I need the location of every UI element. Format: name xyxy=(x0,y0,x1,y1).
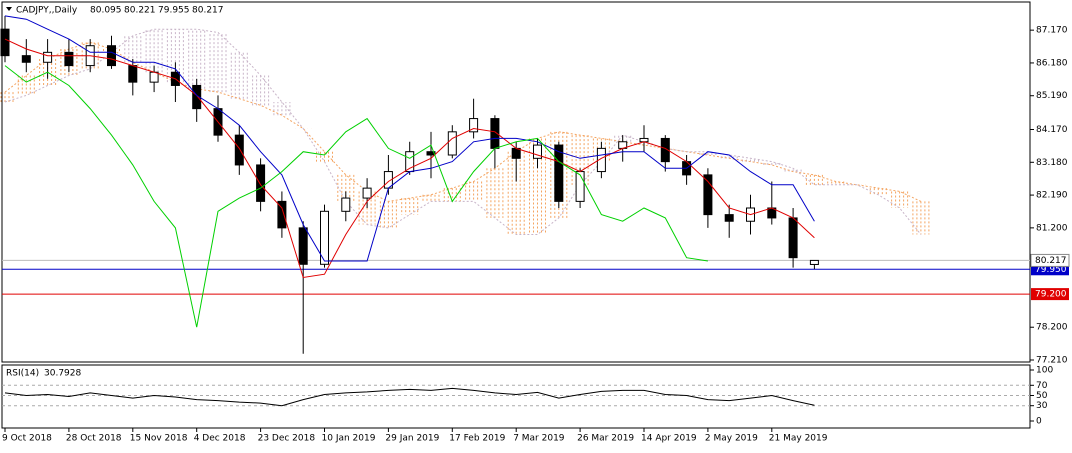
candle-body xyxy=(788,217,798,259)
candle-body xyxy=(639,137,649,143)
x-tick-label: 9 Oct 2018 xyxy=(2,434,52,444)
header-close: 80.217 xyxy=(192,6,224,16)
candle-body xyxy=(362,187,372,199)
x-tick-label: 21 May 2019 xyxy=(769,434,828,444)
y-tick-label: 78.200 xyxy=(1036,323,1068,333)
candle-body xyxy=(596,147,606,173)
level-label: 79.200 xyxy=(1035,290,1067,300)
x-tick-label: 15 Nov 2018 xyxy=(130,434,188,444)
y-tick-label: 81.200 xyxy=(1036,223,1068,233)
y-tick-label: 50 xyxy=(1036,391,1048,401)
x-tick-label: 28 Oct 2018 xyxy=(66,434,122,444)
header-low: 79.955 xyxy=(158,6,190,16)
candle-body xyxy=(554,144,564,202)
candle-body xyxy=(533,144,542,159)
x-tick-label: 17 Feb 2019 xyxy=(449,434,505,444)
candle-body xyxy=(298,227,308,265)
x-tick-label: 4 Dec 2018 xyxy=(194,434,246,444)
indicator-line xyxy=(4,65,708,328)
main-panel xyxy=(1,1,1031,363)
candle-body xyxy=(426,151,436,156)
candle-body xyxy=(469,118,479,133)
x-tick-label: 23 Dec 2018 xyxy=(258,434,316,444)
y-tick-label: 84.170 xyxy=(1036,125,1068,135)
candle-body xyxy=(107,45,116,67)
x-tick-label: 26 Mar 2019 xyxy=(577,434,634,444)
y-tick-label: 30 xyxy=(1036,401,1048,411)
rsi-name: RSI(14) xyxy=(6,369,39,379)
candle-body xyxy=(64,51,74,67)
candle-body xyxy=(320,210,329,265)
x-tick-label: 29 Jan 2019 xyxy=(385,434,439,444)
candle-body xyxy=(447,131,457,156)
x-tick-label: 10 Jan 2019 xyxy=(322,434,376,444)
y-tick-label: 0 xyxy=(1036,417,1042,427)
y-tick-label: 77.210 xyxy=(1036,356,1068,366)
current-price-box xyxy=(1030,253,1070,267)
candle-body xyxy=(21,55,31,63)
candle-body xyxy=(0,28,10,57)
x-tick-label: 14 Apr 2019 xyxy=(641,434,697,444)
y-tick-label: 85.190 xyxy=(1036,91,1068,101)
header-open: 80.095 xyxy=(90,6,122,16)
symbol: CADJPY,,Daily xyxy=(16,6,78,16)
senkou-span-a xyxy=(4,41,922,202)
level-label: 79.950 xyxy=(1035,265,1067,275)
y-tick-label: 70 xyxy=(1036,381,1048,391)
y-tick-label: 83.180 xyxy=(1036,158,1068,168)
candle-body xyxy=(192,84,202,110)
y-tick-label: 82.190 xyxy=(1036,191,1068,201)
header-high: 80.221 xyxy=(124,6,156,16)
candle-body xyxy=(341,197,351,212)
indicator-line xyxy=(4,38,815,279)
candle-body xyxy=(703,174,713,216)
candle-body xyxy=(809,259,819,265)
candle-body xyxy=(511,147,521,159)
candle-body xyxy=(575,171,585,202)
y-tick-label: 87.170 xyxy=(1036,26,1068,36)
candle-body xyxy=(660,137,670,163)
y-tick-label: 86.180 xyxy=(1036,58,1068,68)
candle-body xyxy=(234,134,244,166)
rsi-panel xyxy=(1,364,1031,429)
senkou-span-b xyxy=(4,28,922,235)
candle-body xyxy=(128,65,138,83)
x-tick-label: 2 May 2019 xyxy=(705,434,758,444)
y-tick-label: 100 xyxy=(1036,366,1053,376)
candle-body xyxy=(724,214,734,222)
candle-body xyxy=(256,164,266,202)
candle-body xyxy=(149,71,159,83)
level-label-box xyxy=(1031,288,1069,301)
indicator-line xyxy=(4,15,815,262)
symbol-marker xyxy=(6,7,12,11)
current-price-label: 80.217 xyxy=(1035,256,1067,266)
candle-body xyxy=(43,51,53,63)
rsi-line xyxy=(4,387,815,407)
x-tick-label: 7 Mar 2019 xyxy=(513,434,565,444)
rsi-value: 30.7928 xyxy=(44,369,81,379)
candle-body xyxy=(277,200,287,229)
